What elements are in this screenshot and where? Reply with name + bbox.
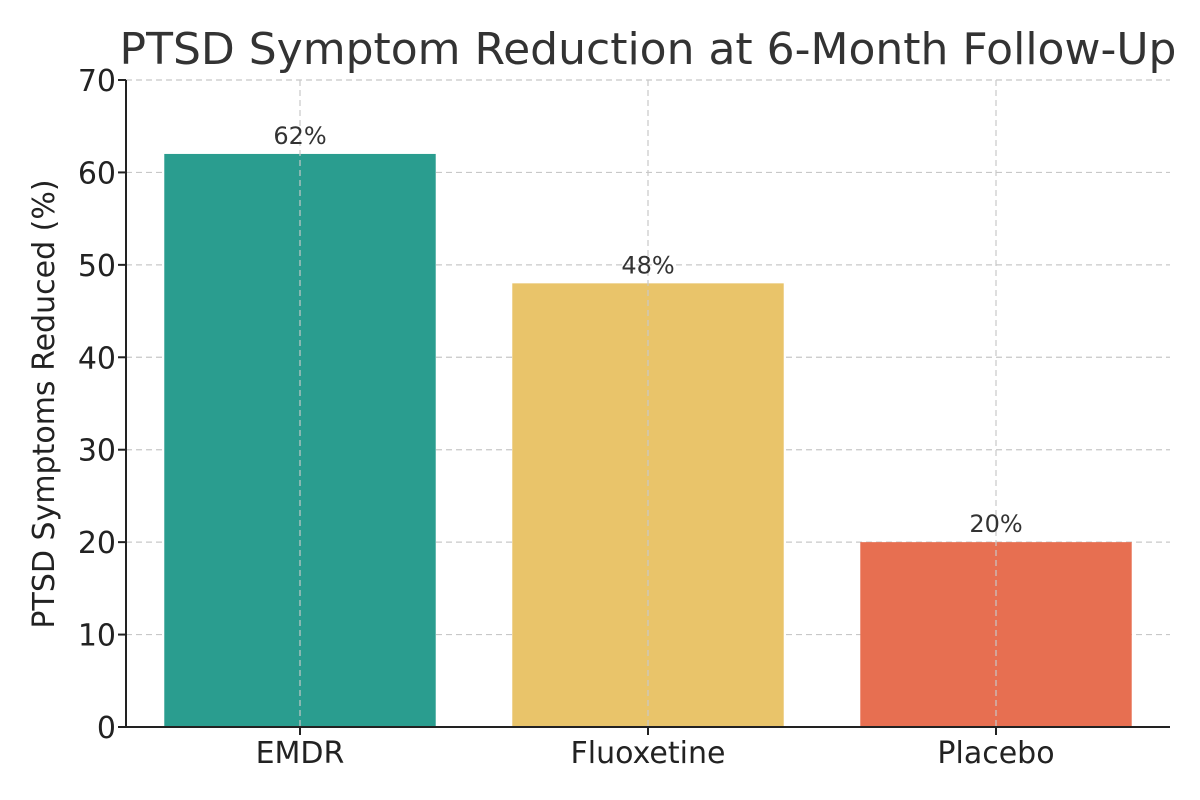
- y-tick-label: 30: [78, 434, 116, 469]
- y-tick-label: 50: [78, 249, 116, 284]
- y-tick-label: 10: [78, 619, 116, 654]
- y-axis-label: PTSD Symptoms Reduced (%): [27, 179, 62, 628]
- data-label: 48%: [621, 251, 674, 279]
- data-label: 20%: [969, 510, 1022, 538]
- labels-layer: 0 10 20 30 40 50 60 70 EMDR 62% Fluoxetine 48% Place…: [78, 64, 1055, 771]
- y-tick-label: 70: [78, 64, 116, 99]
- x-tick-label: Placebo: [937, 736, 1054, 771]
- chart-title: PTSD Symptom Reduction at 6-Month Follow…: [120, 24, 1177, 75]
- x-tick-label: Fluoxetine: [571, 736, 726, 771]
- x-tick-label: EMDR: [256, 736, 345, 771]
- y-tick-label: 0: [97, 711, 116, 746]
- y-tick-label: 60: [78, 156, 116, 191]
- y-tick-label: 40: [78, 341, 116, 376]
- axes-layer: [118, 79, 1170, 735]
- data-label: 62%: [273, 122, 326, 150]
- y-tick-label: 20: [78, 526, 116, 561]
